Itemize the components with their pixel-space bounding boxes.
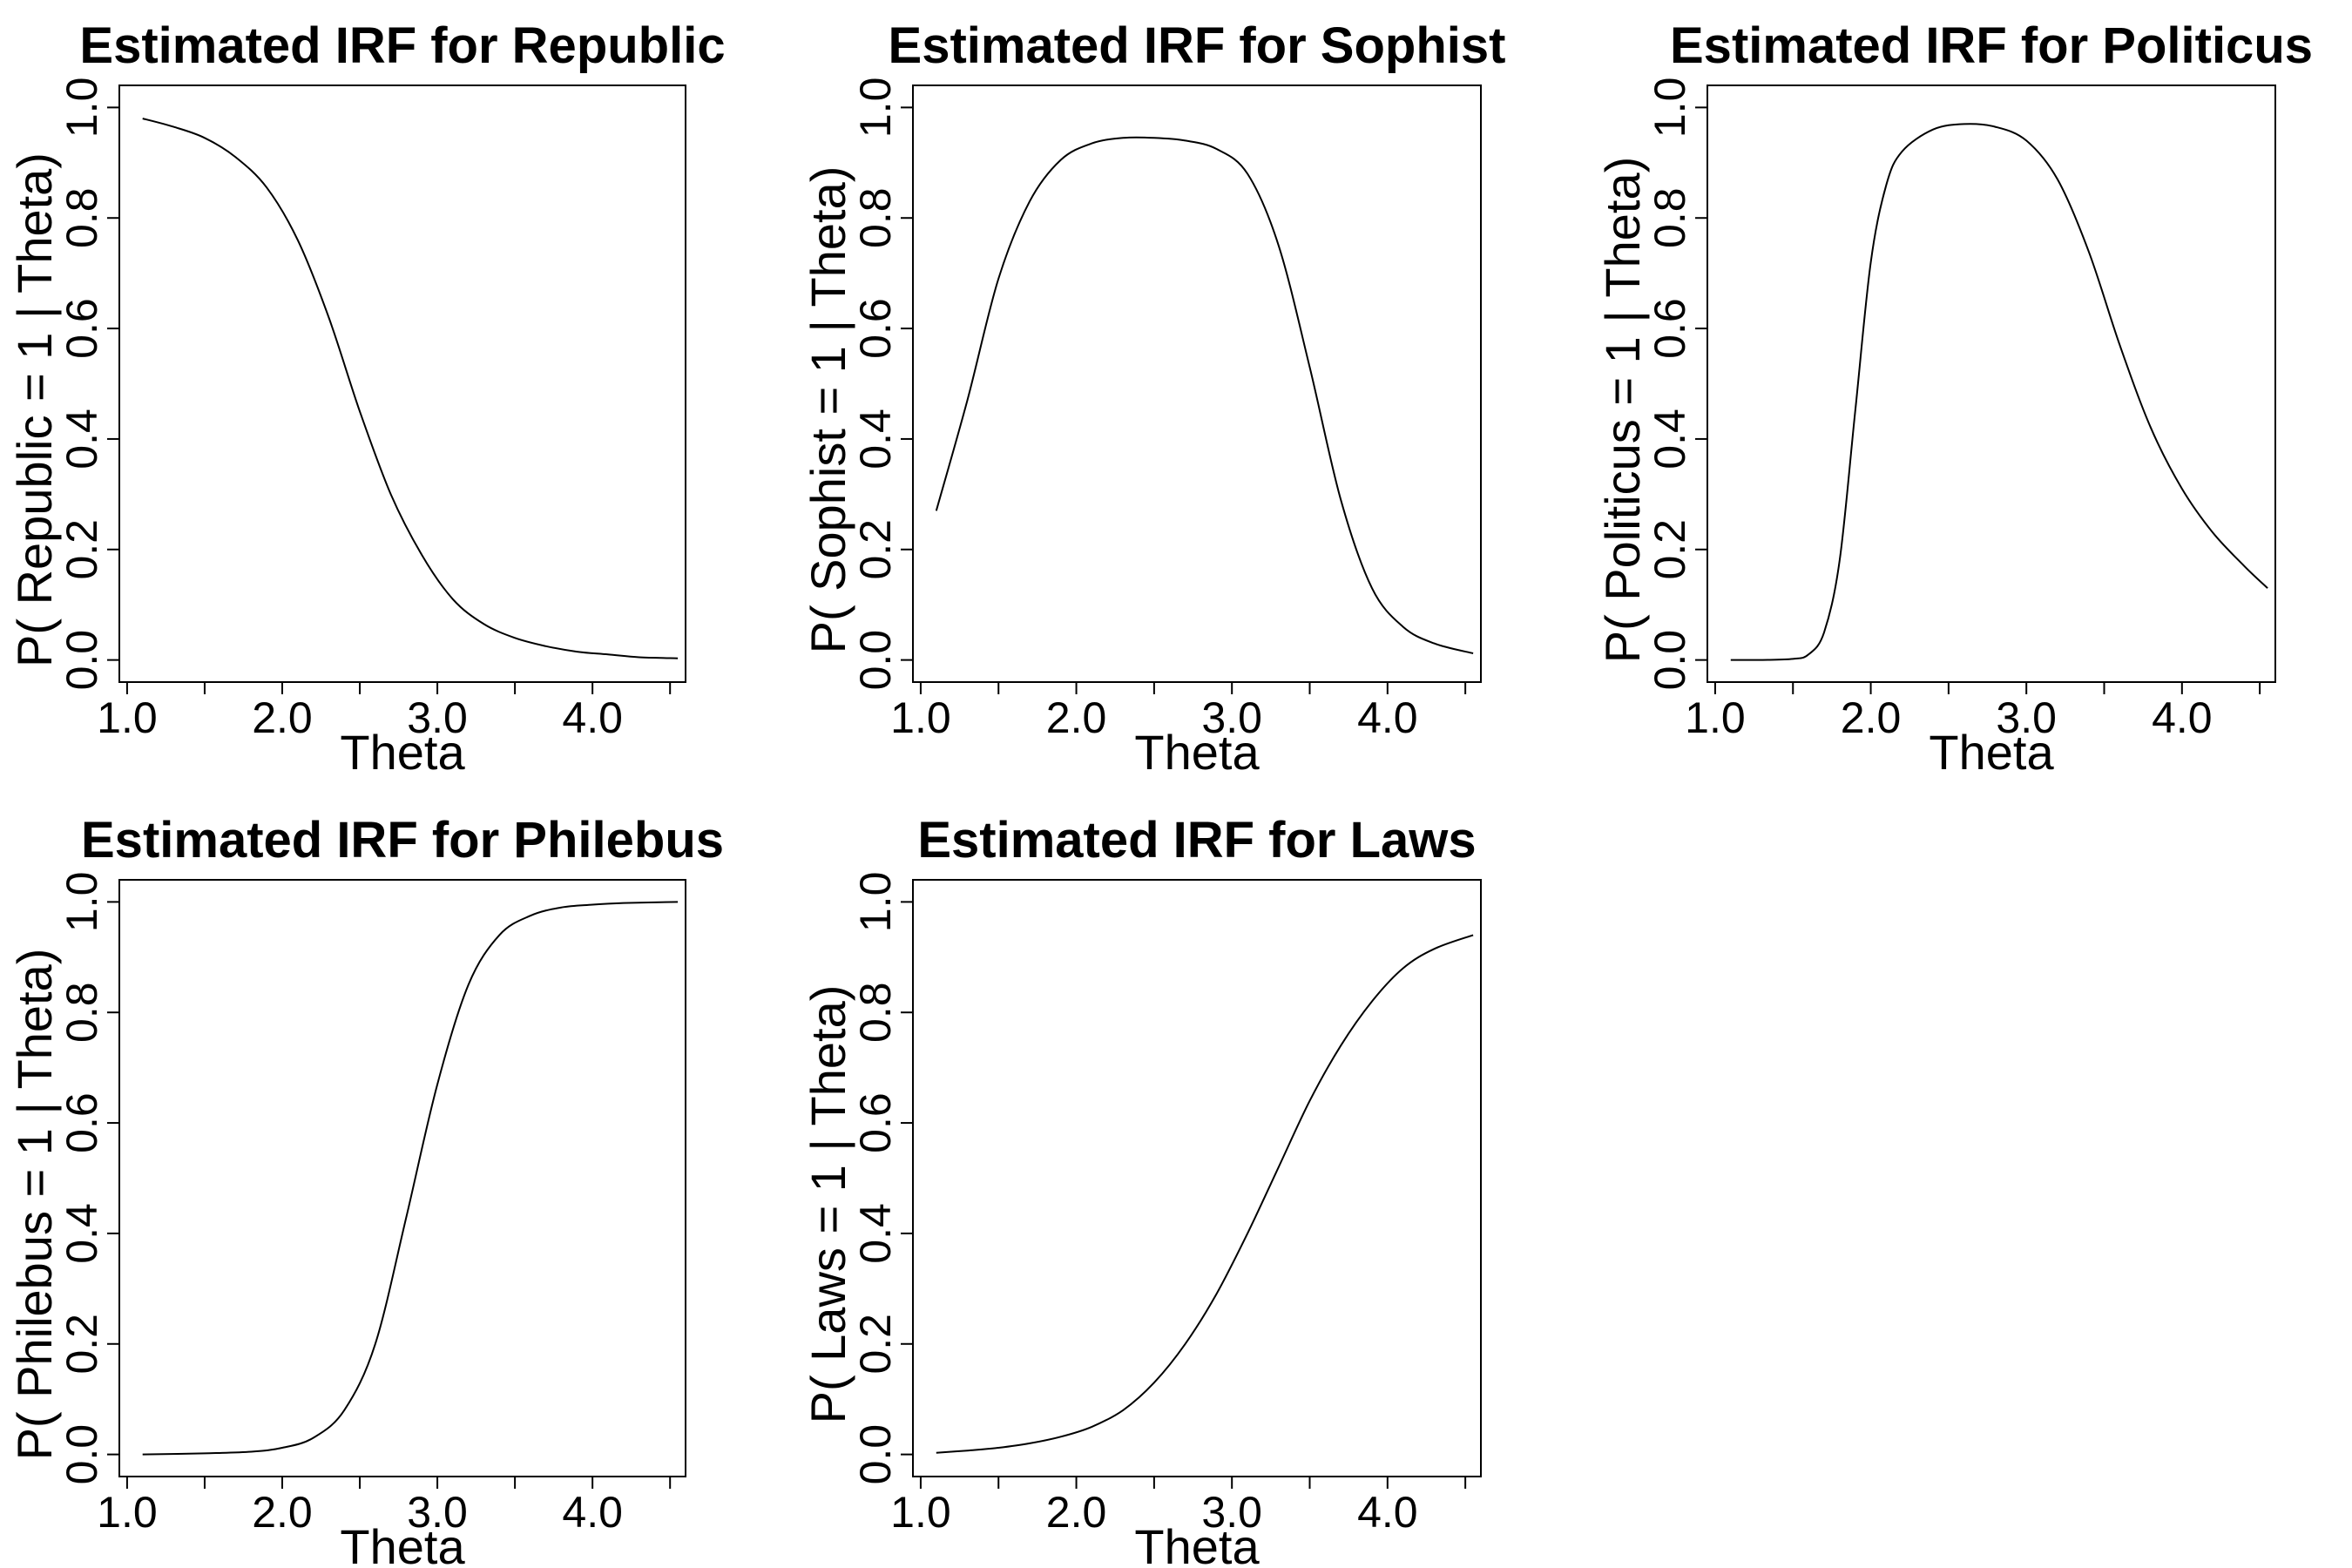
chart-title: Estimated IRF for Republic [79, 17, 725, 74]
plot-frame [1707, 84, 2276, 683]
x-tick-label: 3.0 [407, 693, 468, 742]
irf-curve-line [142, 901, 679, 1456]
y-tick-label: 0.0 [57, 630, 106, 691]
plot-frame [118, 84, 686, 683]
x-tick-label: 4.0 [562, 693, 623, 742]
y-tick-label: 0.4 [851, 1203, 900, 1264]
x-tick-label: 4.0 [1357, 693, 1418, 742]
x-axis-label: Theta [1134, 1519, 1260, 1568]
x-tick-label: 2.0 [1841, 693, 1902, 742]
x-tick-label: 2.0 [1046, 1488, 1107, 1537]
y-tick-label: 1.0 [1646, 78, 1694, 139]
chart-title: Estimated IRF for Philebus [81, 812, 724, 868]
y-tick-label: 0.6 [57, 298, 106, 359]
chart-title: Estimated IRF for Sophist [889, 17, 1506, 74]
y-tick-label: 0.6 [851, 298, 900, 359]
x-tick-label: 4.0 [1357, 1488, 1418, 1537]
x-axis-label: Theta [1929, 725, 2054, 780]
y-tick-label: 0.4 [1646, 409, 1694, 470]
y-tick-label: 0.8 [57, 187, 106, 248]
plot-frame [912, 879, 1482, 1477]
irf-curve-line [936, 934, 1474, 1454]
x-axis-label: Theta [1134, 725, 1260, 780]
y-tick-label: 0.2 [851, 519, 900, 580]
x-tick-label: 1.0 [890, 1488, 951, 1537]
irf-curve-line [142, 118, 679, 659]
x-tick-label: 4.0 [562, 1488, 623, 1537]
y-tick-label: 0.0 [851, 1424, 900, 1485]
y-tick-label: 0.8 [851, 187, 900, 248]
x-tick-label: 3.0 [407, 1488, 468, 1537]
x-axis-label: Theta [340, 725, 465, 780]
irf-curve-line [1730, 123, 2268, 661]
y-tick-label: 0.0 [57, 1424, 106, 1485]
y-tick-label: 0.4 [851, 409, 900, 470]
x-tick-label: 3.0 [1201, 693, 1262, 742]
y-tick-label: 0.8 [1646, 187, 1694, 248]
x-tick-label: 1.0 [1685, 693, 1746, 742]
plot-frame [118, 879, 686, 1477]
x-axis-label: Theta [340, 1519, 465, 1568]
y-tick-label: 0.0 [1646, 630, 1694, 691]
y-tick-label: 1.0 [851, 78, 900, 139]
y-tick-label: 1.0 [57, 872, 106, 933]
y-tick-label: 0.4 [57, 409, 106, 470]
y-tick-label: 0.8 [57, 982, 106, 1043]
y-axis-label: P( Republic = 1 | Theta) [7, 152, 62, 667]
y-tick-label: 0.6 [57, 1092, 106, 1153]
y-tick-label: 1.0 [57, 78, 106, 139]
y-tick-label: 1.0 [851, 872, 900, 933]
x-tick-label: 2.0 [1046, 693, 1107, 742]
x-tick-label: 3.0 [1996, 693, 2057, 742]
x-tick-label: 4.0 [2152, 693, 2213, 742]
y-axis-label: P( Philebus = 1 | Theta) [7, 949, 62, 1461]
y-tick-label: 0.2 [1646, 519, 1694, 580]
irf-curve-line [935, 136, 1474, 654]
x-tick-label: 1.0 [97, 693, 158, 742]
y-tick-label: 0.6 [851, 1092, 900, 1153]
chart-title: Estimated IRF for Politicus [1670, 17, 2313, 74]
y-tick-label: 0.2 [57, 1314, 106, 1375]
y-tick-label: 0.4 [57, 1203, 106, 1264]
y-axis-label: P( Sophist = 1 | Theta) [801, 166, 855, 654]
chart-panel-5: Estimated IRF for Laws 1.0 2.0 3.0 4.0 0.0 0.2… [801, 812, 1482, 1568]
y-axis-label: P( Politicus = 1 | Theta) [1595, 157, 1650, 664]
x-tick-label: 2.0 [252, 693, 313, 742]
x-tick-label: 3.0 [1201, 1488, 1262, 1537]
y-tick-label: 0.2 [57, 519, 106, 580]
y-tick-label: 0.0 [851, 630, 900, 691]
x-tick-label: 1.0 [97, 1488, 158, 1537]
y-tick-label: 0.2 [851, 1314, 900, 1375]
plot-frame [912, 84, 1482, 683]
chart-title: Estimated IRF for Laws [917, 812, 1476, 868]
y-tick-label: 0.6 [1646, 298, 1694, 359]
x-tick-label: 2.0 [252, 1488, 313, 1537]
y-tick-label: 0.8 [851, 982, 900, 1043]
y-axis-label: P( Laws = 1 | Theta) [801, 985, 855, 1424]
x-tick-label: 1.0 [890, 693, 951, 742]
